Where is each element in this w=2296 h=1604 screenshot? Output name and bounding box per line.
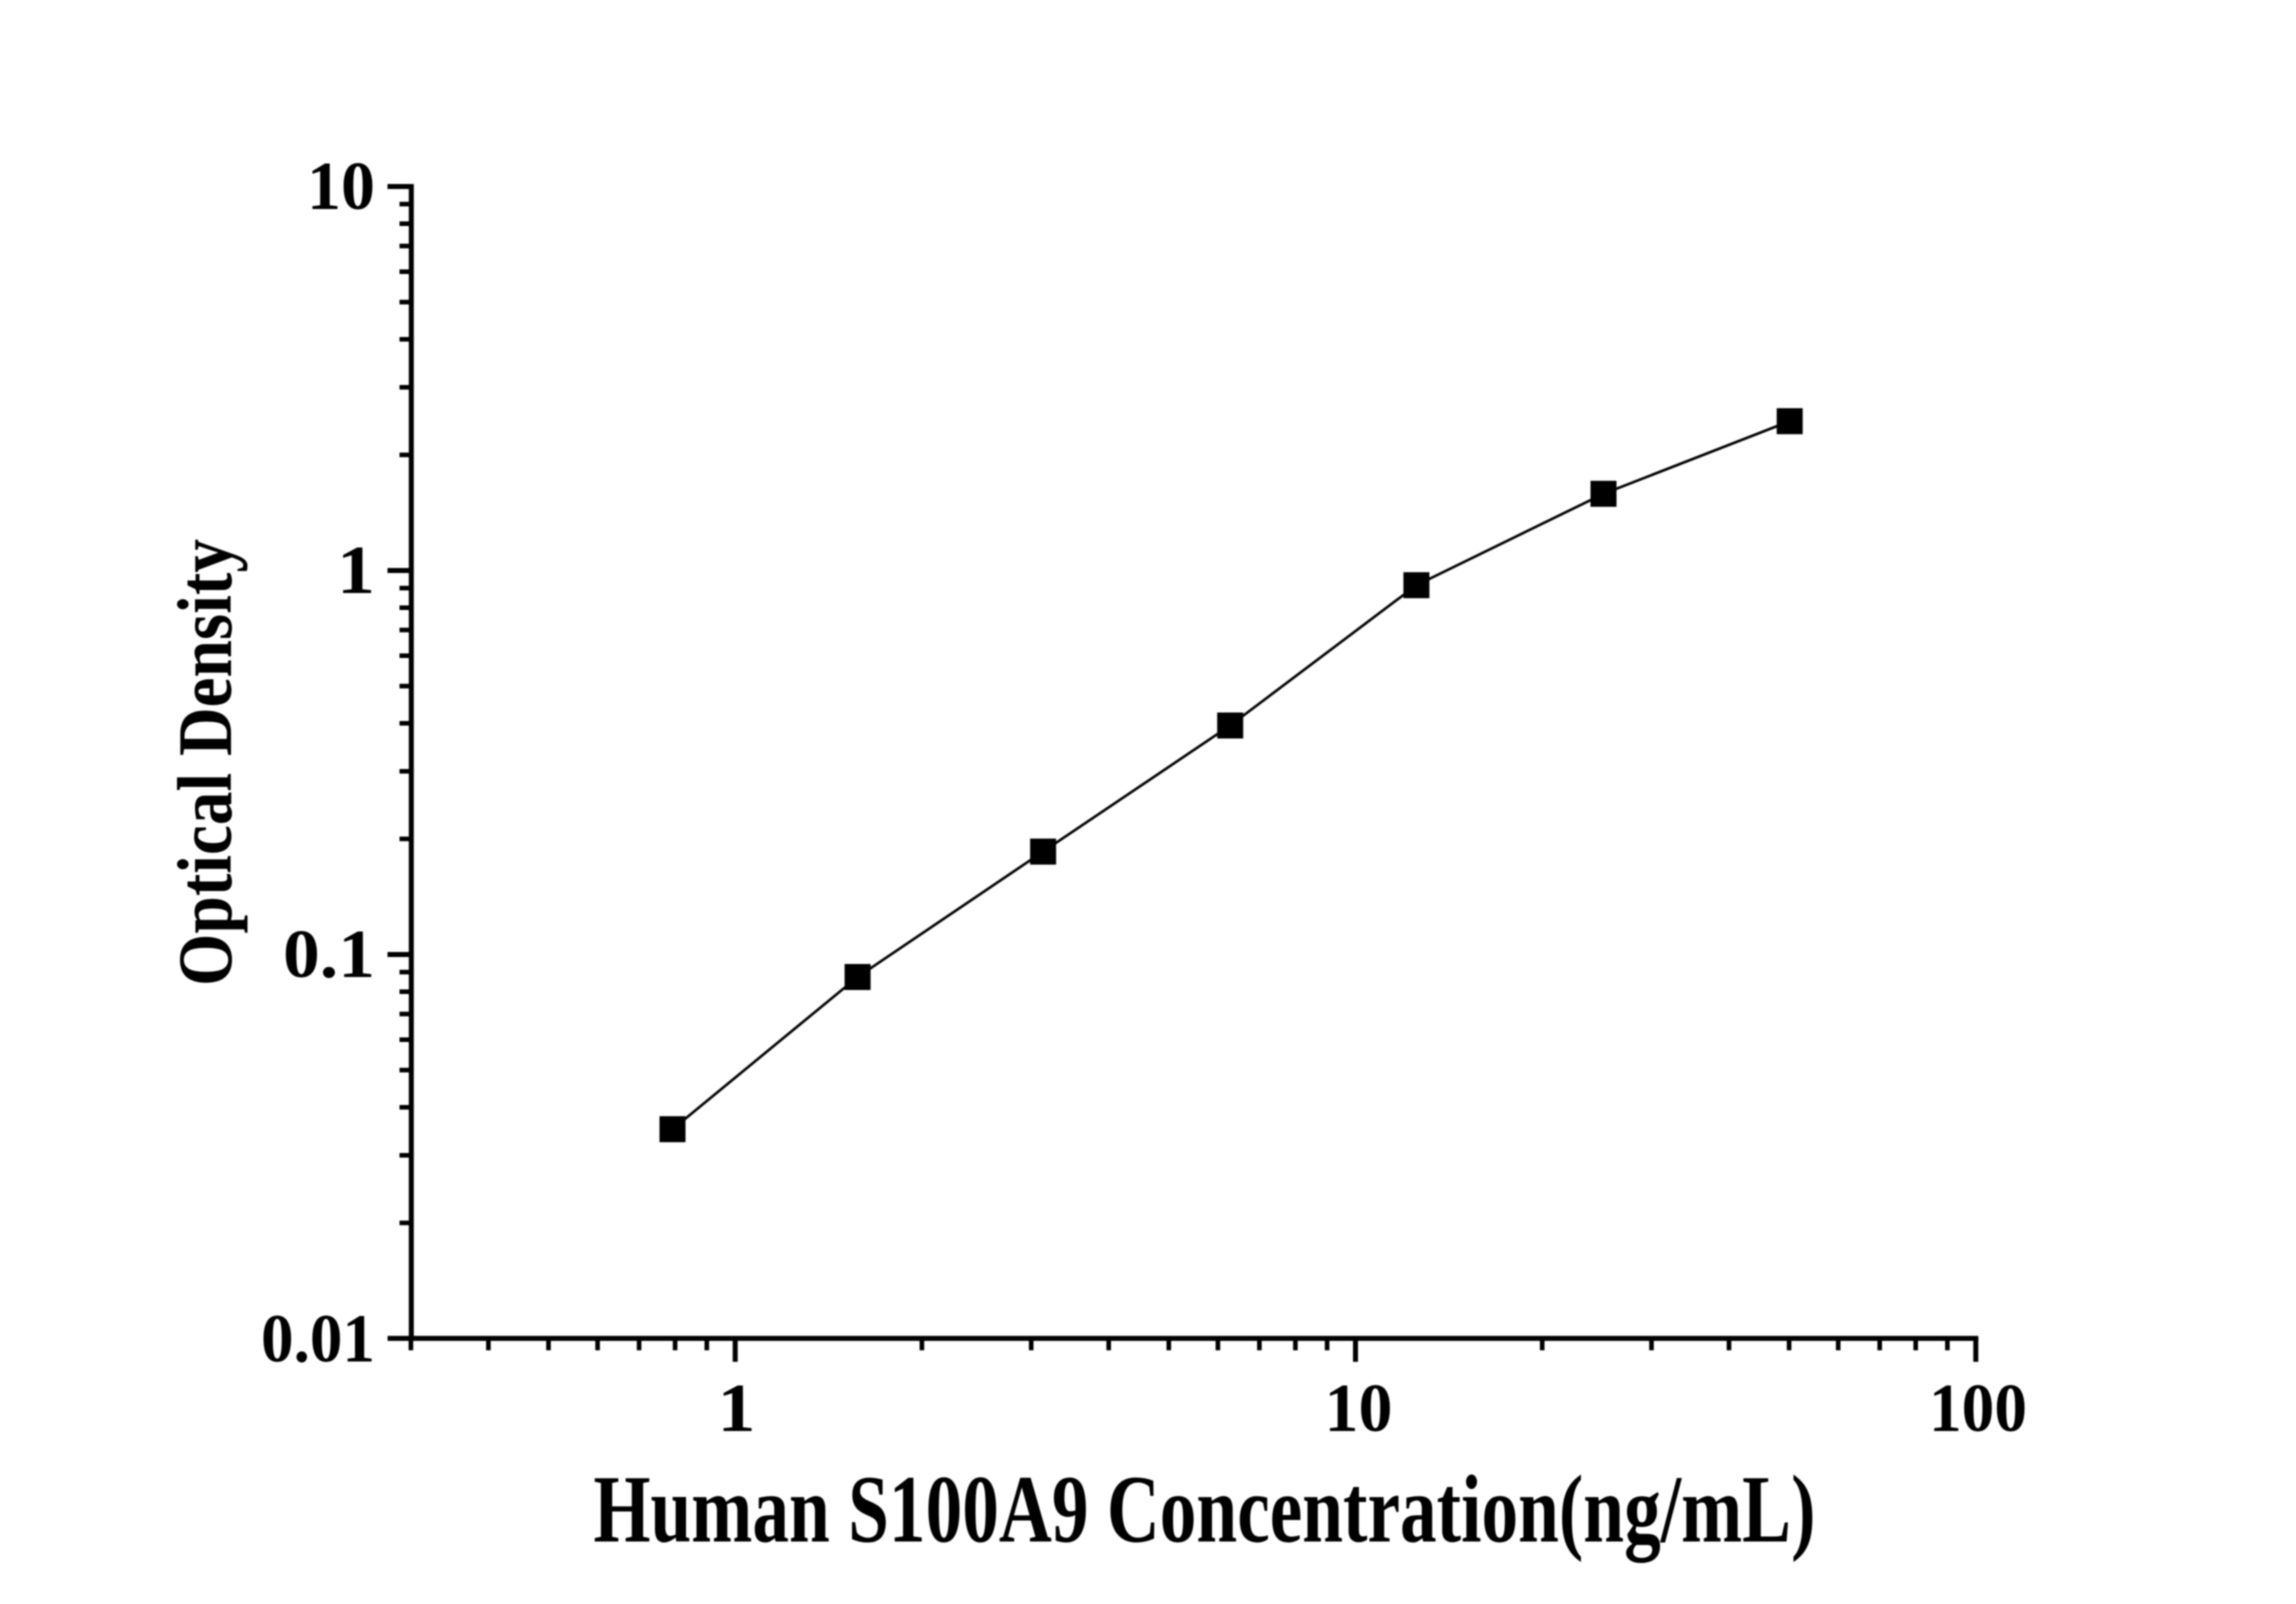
svg-text:1: 1: [337, 532, 375, 608]
svg-text:1: 1: [718, 1370, 756, 1446]
svg-text:100: 100: [1929, 1370, 2027, 1446]
svg-text:0.01: 0.01: [261, 1300, 375, 1376]
svg-text:0.1: 0.1: [283, 916, 375, 992]
svg-text:Optical Density: Optical Density: [162, 539, 248, 986]
svg-text:10: 10: [307, 148, 375, 224]
svg-text:10: 10: [1325, 1370, 1393, 1446]
svg-text:Human S100A9 Concentration(ng/: Human S100A9 Concentration(ng/mL): [594, 1456, 1816, 1563]
